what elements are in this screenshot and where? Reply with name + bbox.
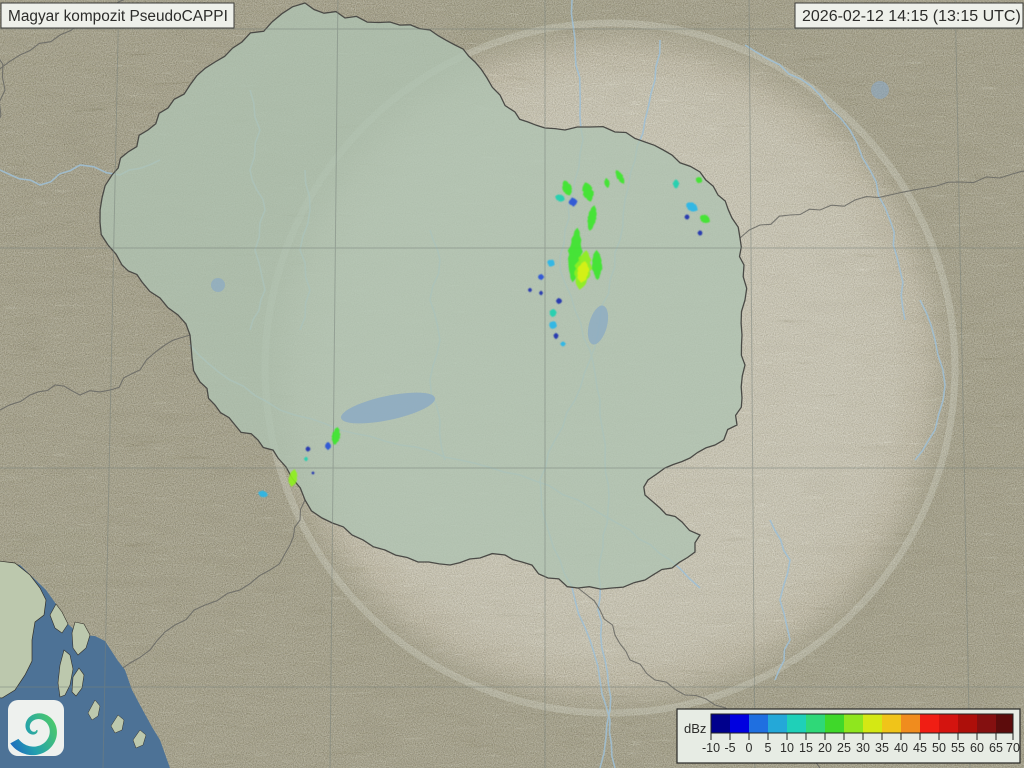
- svg-text:0: 0: [746, 741, 753, 755]
- svg-text:40: 40: [894, 741, 908, 755]
- svg-text:55: 55: [951, 741, 965, 755]
- svg-text:dBz: dBz: [684, 721, 706, 736]
- svg-text:2026-02-12 14:15 (13:15 UTC): 2026-02-12 14:15 (13:15 UTC): [802, 8, 1021, 25]
- svg-text:5: 5: [765, 741, 772, 755]
- svg-text:35: 35: [875, 741, 889, 755]
- svg-text:-10: -10: [702, 741, 720, 755]
- svg-text:25: 25: [837, 741, 851, 755]
- svg-text:10: 10: [780, 741, 794, 755]
- svg-text:50: 50: [932, 741, 946, 755]
- svg-text:45: 45: [913, 741, 927, 755]
- svg-text:30: 30: [856, 741, 870, 755]
- svg-text:Magyar kompozit PseudoCAPPI: Magyar kompozit PseudoCAPPI: [8, 8, 228, 25]
- svg-text:20: 20: [818, 741, 832, 755]
- svg-text:15: 15: [799, 741, 813, 755]
- svg-text:60: 60: [970, 741, 984, 755]
- svg-text:-5: -5: [724, 741, 735, 755]
- svg-text:65: 65: [989, 741, 1003, 755]
- svg-text:70: 70: [1006, 741, 1020, 755]
